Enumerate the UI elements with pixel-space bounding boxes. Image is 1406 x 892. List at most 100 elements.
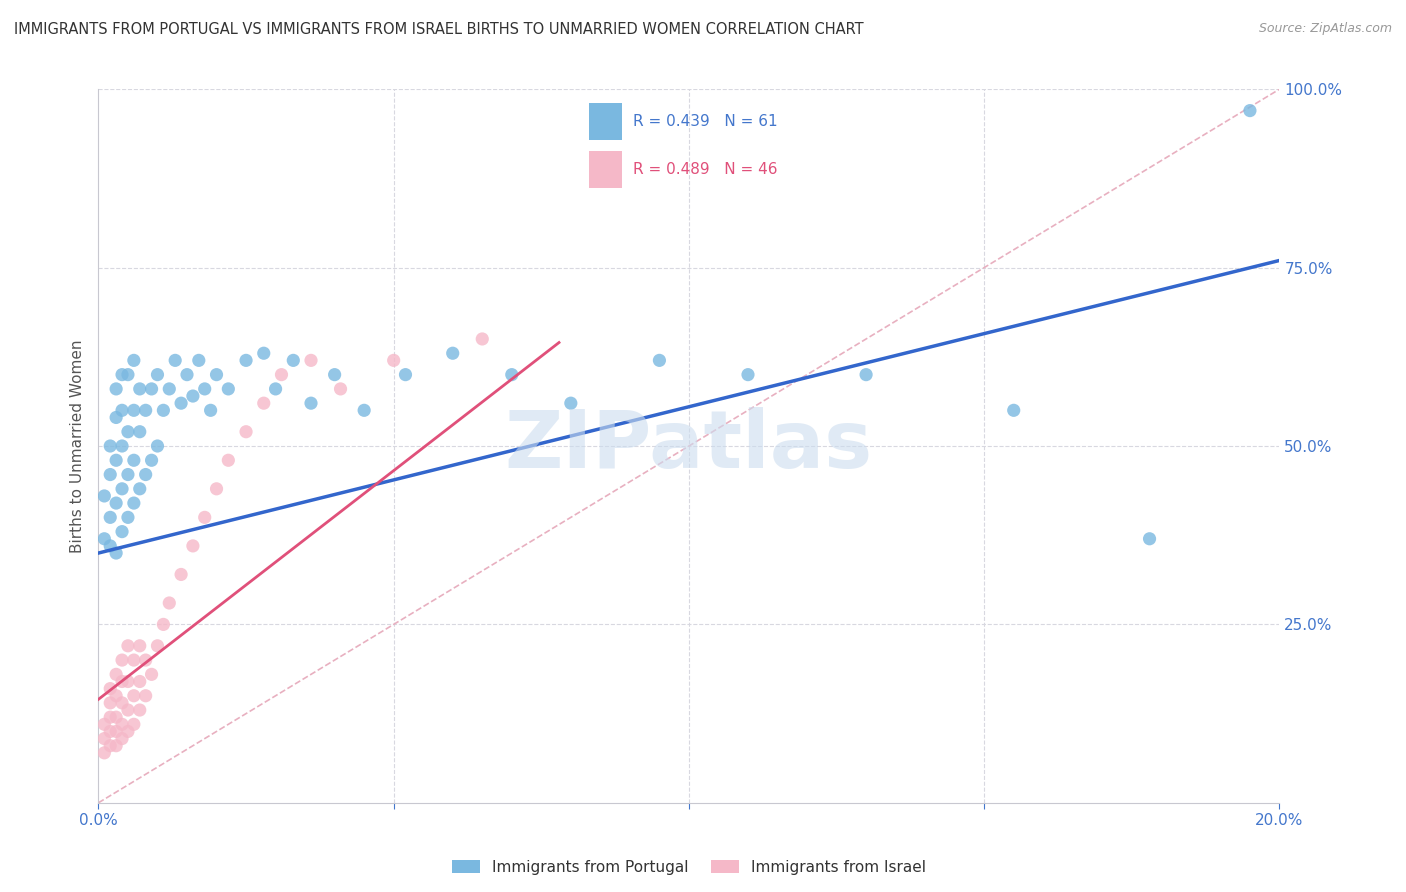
Point	[98, 439, 121, 453]
Point	[122, 496, 145, 510]
Point	[648, 353, 671, 368]
Point	[353, 403, 375, 417]
Point	[181, 539, 204, 553]
Point	[152, 403, 174, 417]
Point	[176, 368, 198, 382]
Point	[394, 368, 416, 382]
Point	[111, 524, 134, 539]
Point	[105, 382, 128, 396]
Y-axis label: Births to Unmarried Women: Births to Unmarried Women	[69, 339, 84, 553]
Point	[111, 482, 134, 496]
Point	[170, 396, 193, 410]
Point	[128, 382, 150, 396]
Point	[855, 368, 877, 382]
Point	[111, 696, 134, 710]
Point	[200, 403, 222, 417]
Point	[117, 639, 139, 653]
Point	[122, 453, 145, 467]
Point	[152, 617, 174, 632]
Point	[122, 353, 145, 368]
Point	[270, 368, 292, 382]
Point	[93, 489, 115, 503]
Point	[128, 482, 150, 496]
Point	[165, 353, 187, 368]
Point	[217, 382, 239, 396]
Point	[146, 639, 169, 653]
Point	[117, 425, 139, 439]
Point	[105, 689, 128, 703]
Point	[117, 703, 139, 717]
Point	[111, 368, 134, 382]
Point	[1002, 403, 1025, 417]
Point	[157, 382, 180, 396]
Point	[205, 368, 228, 382]
Point	[128, 639, 150, 653]
Point	[128, 674, 150, 689]
Point	[111, 717, 134, 731]
Point	[117, 674, 139, 689]
Point	[382, 353, 405, 368]
Point	[98, 467, 121, 482]
Point	[253, 346, 276, 360]
Point	[157, 596, 180, 610]
Point	[111, 653, 134, 667]
Point	[98, 696, 121, 710]
Point	[135, 689, 157, 703]
Point	[98, 724, 121, 739]
Point	[111, 439, 134, 453]
Point	[98, 710, 121, 724]
Point	[141, 667, 163, 681]
Point	[111, 731, 134, 746]
Point	[122, 653, 145, 667]
Point	[128, 703, 150, 717]
Point	[1239, 103, 1261, 118]
Point	[141, 382, 163, 396]
Point	[105, 546, 128, 560]
Point	[93, 532, 115, 546]
Point	[105, 410, 128, 425]
Point	[146, 439, 169, 453]
Point	[105, 496, 128, 510]
Point	[235, 425, 257, 439]
Point	[98, 510, 121, 524]
Point	[135, 467, 157, 482]
Point	[117, 467, 139, 482]
Point	[98, 539, 121, 553]
Point	[117, 510, 139, 524]
Point	[105, 453, 128, 467]
FancyBboxPatch shape	[589, 103, 621, 140]
Point	[235, 353, 257, 368]
Point	[560, 396, 582, 410]
Text: ZIPatlas: ZIPatlas	[505, 407, 873, 485]
Point	[264, 382, 287, 396]
Point	[283, 353, 305, 368]
Text: R = 0.489   N = 46: R = 0.489 N = 46	[633, 162, 778, 178]
Point	[98, 681, 121, 696]
Point	[111, 403, 134, 417]
Point	[146, 368, 169, 382]
Point	[122, 689, 145, 703]
Point	[122, 403, 145, 417]
Point	[111, 674, 134, 689]
Point	[105, 739, 128, 753]
Point	[117, 368, 139, 382]
Point	[105, 710, 128, 724]
Point	[329, 382, 352, 396]
Text: Source: ZipAtlas.com: Source: ZipAtlas.com	[1258, 22, 1392, 36]
FancyBboxPatch shape	[589, 151, 621, 188]
Point	[170, 567, 193, 582]
Point	[141, 453, 163, 467]
Point	[217, 453, 239, 467]
Point	[194, 382, 217, 396]
Point	[93, 731, 115, 746]
Text: IMMIGRANTS FROM PORTUGAL VS IMMIGRANTS FROM ISRAEL BIRTHS TO UNMARRIED WOMEN COR: IMMIGRANTS FROM PORTUGAL VS IMMIGRANTS F…	[14, 22, 863, 37]
Point	[501, 368, 523, 382]
Point	[117, 724, 139, 739]
Point	[299, 353, 322, 368]
Legend: Immigrants from Portugal, Immigrants from Israel: Immigrants from Portugal, Immigrants fro…	[446, 854, 932, 880]
Point	[187, 353, 209, 368]
Point	[1139, 532, 1161, 546]
Point	[105, 724, 128, 739]
Point	[135, 403, 157, 417]
Point	[98, 739, 121, 753]
